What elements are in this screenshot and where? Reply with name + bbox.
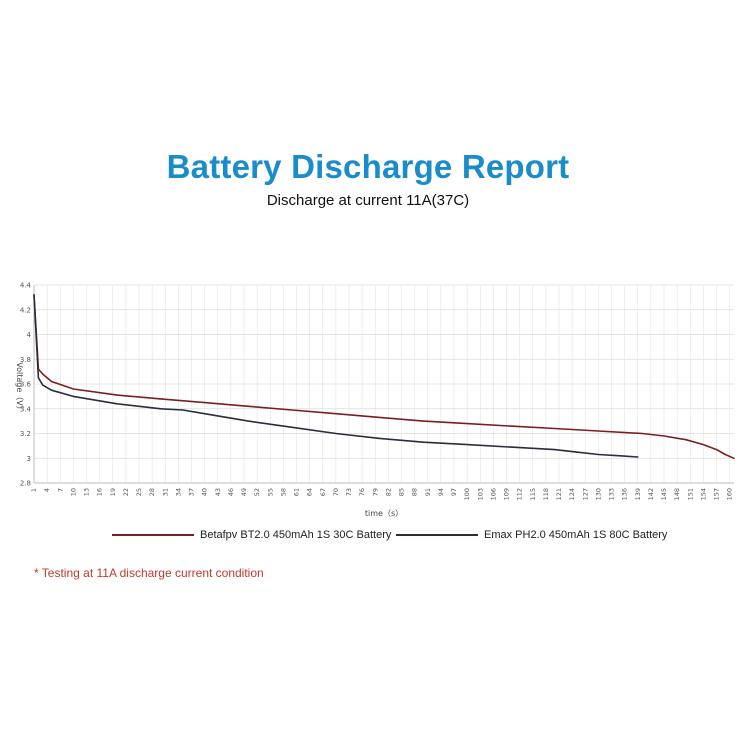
- x-tick-label: 94: [437, 488, 445, 496]
- x-tick-label: 145: [660, 488, 668, 500]
- discharge-chart: 2.8 3 3.2 3.4 3.6 3.8 4 4.2 4.4 1 4 7 10 13 16 19 22 25 2…: [15, 282, 735, 518]
- series-line-betafpv: [33, 294, 735, 460]
- x-tick-label: 97: [450, 488, 458, 496]
- x-tick-label: 16: [96, 488, 104, 496]
- x-tick-label: 67: [319, 488, 327, 496]
- x-tick-label: 100: [463, 488, 471, 500]
- x-tick-label: 22: [122, 488, 130, 496]
- x-tick-label: 103: [476, 488, 484, 500]
- x-tick-label: 133: [608, 488, 616, 500]
- x-tick-label: 124: [568, 488, 576, 500]
- x-tick-label: 130: [594, 488, 602, 500]
- x-tick-label: 55: [266, 488, 274, 496]
- x-tick-label: 13: [83, 488, 91, 496]
- legend-swatch-emax: [396, 534, 478, 536]
- y-axis-label: Voltage（V）: [15, 362, 24, 413]
- x-tick-label: 10: [69, 488, 77, 496]
- x-tick-label: 43: [214, 488, 222, 496]
- x-tick-label: 115: [529, 488, 537, 500]
- x-tick-label: 136: [621, 488, 629, 500]
- x-tick-label: 106: [489, 488, 497, 500]
- y-tick-label: 3.6: [20, 381, 32, 389]
- x-tick-label: 127: [581, 488, 589, 500]
- legend-item-betafpv: Betafpv BT2.0 450mAh 1S 30C Battery: [112, 529, 391, 541]
- x-tick-label: 46: [227, 488, 235, 496]
- y-tick-label: 2.8: [20, 480, 31, 488]
- y-tick-label: 4.2: [20, 306, 31, 314]
- x-tick-label: 82: [384, 488, 392, 496]
- x-tick-label: 49: [240, 488, 248, 496]
- y-tick-label: 3.8: [20, 356, 31, 364]
- x-axis-ticks: 1 4 7 10 13 16 19 22 25 28 31 34 37 40 43 46 49 52 55 58 61 6…: [30, 488, 734, 500]
- x-tick-label: 52: [253, 488, 261, 496]
- legend: Betafpv BT2.0 450mAh 1S 30C Battery Emax…: [0, 529, 736, 547]
- series-lines: [33, 294, 735, 460]
- x-tick-label: 85: [398, 488, 406, 496]
- y-axis-ticks: 2.8 3 3.2 3.4 3.6 3.8 4 4.2 4.4: [20, 282, 32, 488]
- x-tick-label: 121: [555, 488, 563, 500]
- x-tick-label: 58: [279, 488, 287, 496]
- x-tick-label: 151: [686, 488, 694, 500]
- x-tick-label: 91: [424, 488, 432, 496]
- chart-title: Battery Discharge Report: [166, 148, 570, 185]
- x-tick-label: 112: [516, 488, 524, 500]
- x-tick-label: 73: [345, 488, 353, 496]
- x-tick-label: 7: [56, 488, 64, 492]
- legend-swatch-betafpv: [112, 534, 194, 536]
- x-tick-label: 139: [634, 488, 642, 500]
- x-tick-label: 4: [43, 488, 51, 492]
- y-tick-label: 3: [27, 455, 31, 463]
- x-tick-label: 154: [699, 488, 707, 500]
- x-tick-label: 1: [30, 488, 38, 492]
- x-tick-label: 79: [371, 488, 379, 496]
- x-tick-label: 61: [293, 488, 301, 496]
- y-tick-label: 4: [27, 331, 32, 339]
- x-tick-label: 109: [503, 488, 511, 500]
- x-axis-label: time（s）: [365, 509, 403, 518]
- y-tick-label: 3.2: [20, 430, 31, 438]
- x-tick-label: 40: [201, 488, 209, 496]
- x-tick-label: 25: [135, 488, 143, 496]
- x-tick-label: 31: [161, 488, 169, 496]
- x-tick-label: 34: [174, 488, 182, 496]
- grid: [33, 284, 734, 484]
- x-tick-label: 28: [148, 488, 156, 496]
- x-tick-label: 157: [713, 488, 721, 500]
- x-tick-label: 160: [726, 488, 734, 500]
- x-tick-label: 148: [673, 488, 681, 500]
- x-tick-label: 70: [332, 488, 340, 496]
- legend-label-emax: Emax PH2.0 450mAh 1S 80C Battery: [484, 529, 668, 541]
- y-tick-label: 3.4: [20, 405, 32, 413]
- y-tick-label: 4.4: [20, 282, 32, 290]
- x-tick-label: 19: [109, 488, 117, 496]
- x-tick-label: 118: [542, 488, 550, 500]
- x-tick-label: 76: [358, 488, 366, 496]
- x-tick-label: 64: [306, 488, 314, 496]
- x-tick-label: 37: [188, 488, 196, 496]
- legend-item-emax: Emax PH2.0 450mAh 1S 80C Battery: [396, 529, 667, 541]
- footnote: * Testing at 11A discharge current condi…: [34, 566, 264, 580]
- x-tick-label: 142: [647, 488, 655, 500]
- chart-subtitle: Discharge at current 11A(37C): [266, 192, 470, 209]
- x-tick-label: 88: [411, 488, 419, 496]
- legend-label-betafpv: Betafpv BT2.0 450mAh 1S 30C Battery: [200, 529, 392, 541]
- series-line-emax: [33, 294, 639, 458]
